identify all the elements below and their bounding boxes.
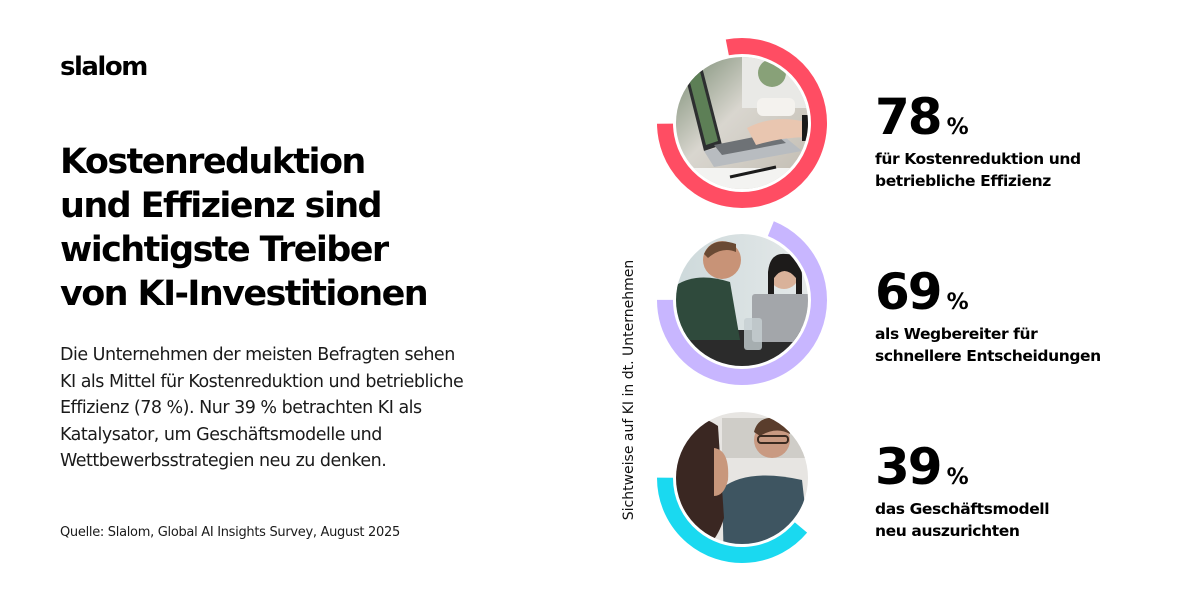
progress-ring-39 [657, 393, 827, 563]
headline-line: von KI-Investitionen [60, 274, 429, 314]
headline-line: Kostenreduktion [60, 142, 366, 182]
stat-description-line: neu auszurichten [875, 522, 1020, 540]
progress-ring-78 [657, 38, 827, 208]
stat-unit: % [946, 115, 969, 140]
vertical-axis-label: Sichtweise auf KI in dt. Unternehmen [621, 259, 637, 521]
body-line: KI als Mittel für Kostenreduktion und be… [60, 371, 464, 392]
progress-arc [657, 215, 827, 385]
stat-value: 78 [875, 88, 943, 146]
headline-line: und Effizienz sind [60, 186, 383, 226]
stat-description: das Geschäftsmodell neu auszurichten [875, 498, 1050, 542]
body-line: Effizienz (78 %). Nur 39 % betrachten KI… [60, 398, 422, 418]
stat-description-line: das Geschäftsmodell [875, 500, 1050, 518]
source-note: Quelle: Slalom, Global AI Insights Surve… [60, 525, 400, 540]
headline-line: wichtigste Treiber [60, 230, 389, 270]
discussion-photo [676, 412, 808, 544]
stat-description: für Kostenreduktion und betriebliche Eff… [875, 148, 1081, 192]
stat-unit: % [946, 290, 969, 315]
laptop-typing-photo [676, 57, 808, 189]
body-line: Wettbewerbsstrategien neu zu denken. [60, 451, 387, 471]
stat-69: 69% als Wegbereiter für schnellere Entsc… [875, 267, 1101, 367]
stat-description-line: als Wegbereiter für [875, 325, 1038, 343]
stat-value: 39 [875, 438, 943, 496]
stat-unit: % [946, 465, 969, 490]
stat-description-line: schnellere Entscheidungen [875, 347, 1101, 365]
body-line: Katalysator, um Geschäftsmodelle und [60, 424, 382, 445]
stat-description-line: betriebliche Effizienz [875, 172, 1051, 190]
body-paragraph: Die Unternehmen der meisten Befragten se… [60, 342, 580, 475]
headline: Kostenreduktion und Effizienz sind wicht… [60, 140, 540, 316]
stat-value: 69 [875, 263, 943, 321]
stat-39: 39% das Geschäftsmodell neu auszurichten [875, 442, 1050, 542]
body-line: Die Unternehmen der meisten Befragten se… [60, 345, 455, 365]
stat-description: als Wegbereiter für schnellere Entscheid… [875, 323, 1101, 367]
slalom-logo: slalom [60, 52, 148, 82]
stat-78: 78% für Kostenreduktion und betriebliche… [875, 92, 1081, 192]
colleagues-laptop-photo [676, 234, 808, 366]
progress-ring-69 [657, 215, 827, 385]
stat-description-line: für Kostenreduktion und [875, 150, 1081, 168]
